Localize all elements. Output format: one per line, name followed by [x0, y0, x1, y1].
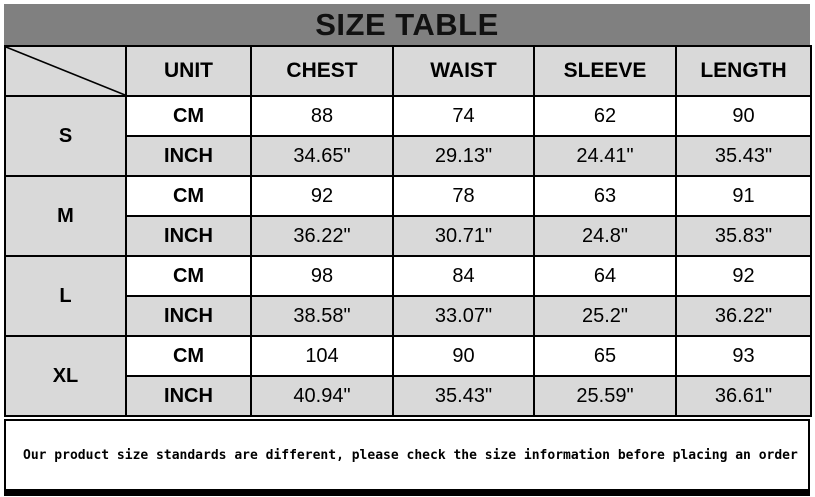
cell-l-chest-cm: 98 [250, 255, 394, 297]
cell-m-chest-cm: 92 [250, 175, 394, 217]
cell-l-chest-inch: 38.58" [250, 295, 394, 337]
cell-xl-sleeve-cm: 65 [533, 335, 677, 377]
footer-note-text: Our product size standards are different… [23, 447, 798, 463]
footer-note: Our product size standards are different… [4, 419, 810, 496]
cell-s-chest-inch: 34.65" [250, 135, 394, 177]
table-header-row: UNIT CHEST WAIST SLEEVE LENGTH [4, 45, 812, 97]
unit-label-cm: CM [125, 95, 252, 137]
cell-s-length-cm: 90 [675, 95, 812, 137]
table-row: M CM 92 78 63 91 [4, 175, 812, 257]
column-header-length: LENGTH [675, 45, 812, 97]
cell-m-length-cm: 91 [675, 175, 812, 217]
table-row: XL CM 104 90 65 93 [4, 335, 812, 417]
cell-l-sleeve-cm: 64 [533, 255, 677, 297]
cell-m-length-inch: 35.83" [675, 215, 812, 257]
cell-xl-sleeve-inch: 25.59" [533, 375, 677, 417]
cell-l-waist-cm: 84 [392, 255, 535, 297]
column-header-sleeve: SLEEVE [533, 45, 677, 97]
cell-m-waist-cm: 78 [392, 175, 535, 217]
unit-label-inch: INCH [125, 375, 252, 417]
column-header-unit: UNIT [125, 45, 252, 97]
size-label-l: L [4, 255, 127, 337]
cell-xl-waist-inch: 35.43" [392, 375, 535, 417]
table-row: INCH 34.65" 29.13" 24.41" 35.43" [5, 135, 812, 177]
unit-label-cm: CM [125, 175, 252, 217]
cell-s-sleeve-inch: 24.41" [533, 135, 677, 177]
size-label-s: S [4, 95, 127, 177]
unit-label-inch: INCH [125, 135, 252, 177]
cell-xl-length-inch: 36.61" [675, 375, 812, 417]
cell-s-length-inch: 35.43" [675, 135, 812, 177]
column-header-waist: WAIST [392, 45, 535, 97]
diagonal-header-cell [4, 45, 127, 97]
unit-label-inch: INCH [125, 215, 252, 257]
cell-xl-chest-inch: 40.94" [250, 375, 394, 417]
unit-label-inch: INCH [125, 295, 252, 337]
cell-l-length-cm: 92 [675, 255, 812, 297]
title-bar: SIZE TABLE [4, 4, 810, 45]
cell-s-chest-cm: 88 [250, 95, 394, 137]
size-label-xl: XL [4, 335, 127, 417]
table-row: INCH 36.22" 30.71" 24.8" 35.83" [5, 215, 812, 257]
unit-label-cm: CM [125, 335, 252, 377]
cell-xl-waist-cm: 90 [392, 335, 535, 377]
table-row: INCH 40.94" 35.43" 25.59" 36.61" [5, 375, 812, 417]
cell-s-waist-cm: 74 [392, 95, 535, 137]
column-header-chest: CHEST [250, 45, 394, 97]
cell-xl-length-cm: 93 [675, 335, 812, 377]
cell-l-sleeve-inch: 25.2" [533, 295, 677, 337]
table-row: L CM 98 84 64 92 [4, 255, 812, 337]
size-chart: SIZE TABLE UNIT CHEST WAIST SLEEVE LENGT… [4, 4, 812, 496]
unit-label-cm: CM [125, 255, 252, 297]
size-label-m: M [4, 175, 127, 257]
cell-l-length-inch: 36.22" [675, 295, 812, 337]
cell-m-chest-inch: 36.22" [250, 215, 394, 257]
cell-m-waist-inch: 30.71" [392, 215, 535, 257]
cell-s-waist-inch: 29.13" [392, 135, 535, 177]
page-title: SIZE TABLE [315, 6, 499, 42]
size-table: UNIT CHEST WAIST SLEEVE LENGTH S CM 88 7… [4, 45, 812, 417]
table-row: INCH 38.58" 33.07" 25.2" 36.22" [5, 295, 812, 337]
table-row: S CM 88 74 62 90 [4, 95, 812, 177]
cell-m-sleeve-inch: 24.8" [533, 215, 677, 257]
cell-s-sleeve-cm: 62 [533, 95, 677, 137]
cell-xl-chest-cm: 104 [250, 335, 394, 377]
cell-m-sleeve-cm: 63 [533, 175, 677, 217]
cell-l-waist-inch: 33.07" [392, 295, 535, 337]
diagonal-line-icon [6, 47, 125, 95]
